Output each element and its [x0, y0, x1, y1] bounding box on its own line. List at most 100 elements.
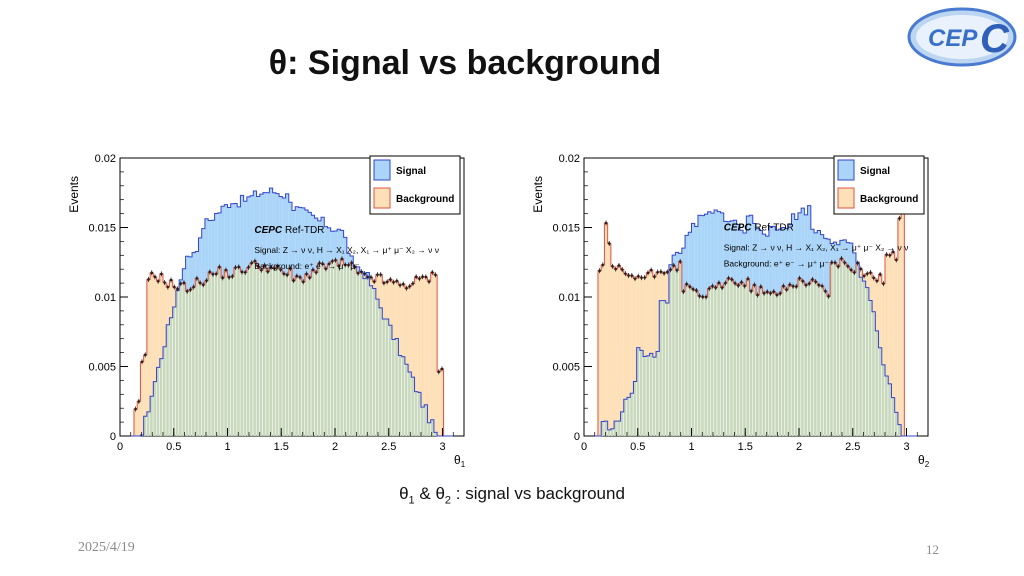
bin-excess	[208, 220, 212, 272]
bin-overlap	[604, 421, 608, 436]
data-point	[775, 293, 779, 297]
bin-excess	[146, 279, 151, 412]
bin-excess	[901, 208, 905, 436]
caption-theta1: θ	[399, 484, 409, 503]
bin-excess	[362, 273, 367, 279]
bin-excess	[639, 277, 644, 351]
bin-overlap	[691, 289, 695, 436]
bin-overlap	[385, 318, 389, 436]
data-point	[824, 289, 827, 293]
bin-overlap	[688, 286, 691, 436]
bin-excess	[656, 272, 660, 352]
bin-overlap	[182, 282, 185, 436]
bin-overlap	[321, 263, 324, 436]
slide-title: θ: Signal vs background	[0, 44, 930, 83]
legend-label-background: Background	[396, 194, 454, 205]
annotation-background: Background: e⁺ e⁻ → μ⁺ μ⁻	[724, 258, 830, 268]
data-point	[817, 283, 821, 287]
legend-swatch-signal	[837, 159, 855, 181]
legend-swatch-signal	[373, 159, 391, 181]
bin-excess	[814, 232, 818, 282]
bin-overlap	[317, 263, 321, 436]
cepc-logo: CEP C	[907, 7, 1017, 67]
data-point	[266, 270, 270, 273]
legend-label-signal: Signal	[396, 166, 426, 177]
data-point	[360, 270, 363, 274]
bin-excess	[395, 281, 399, 339]
bin-overlap	[266, 271, 269, 436]
bin-overlap	[733, 283, 737, 436]
bin-overlap	[408, 372, 411, 436]
data-point	[640, 276, 643, 279]
data-point	[343, 263, 347, 267]
data-point	[617, 264, 621, 267]
bin-overlap	[836, 266, 840, 436]
data-point	[205, 279, 208, 282]
bin-overlap	[665, 302, 669, 436]
caption-text: : signal vs background	[451, 484, 625, 503]
bin-overlap	[224, 270, 227, 436]
data-point	[398, 283, 402, 287]
bin-overlap	[826, 296, 830, 436]
bin-excess	[668, 264, 673, 270]
bin-excess	[269, 188, 273, 268]
bin-excess	[881, 283, 885, 365]
bin-excess	[259, 194, 263, 271]
bin-excess	[830, 243, 834, 263]
page-number: 12	[926, 542, 939, 557]
bin-overlap	[849, 269, 853, 436]
bin-excess	[659, 271, 663, 301]
data-point	[691, 287, 695, 291]
data-point	[607, 242, 611, 245]
bin-excess	[330, 231, 334, 262]
x-axis-label-sub: 1	[461, 460, 466, 469]
bin-overlap	[672, 265, 675, 436]
data-point	[430, 271, 434, 274]
y-tick-label: 0.02	[95, 153, 116, 165]
bin-excess	[272, 192, 276, 269]
data-point	[885, 253, 888, 256]
data-point	[778, 292, 782, 295]
data-point	[337, 264, 341, 268]
data-point	[214, 272, 218, 276]
bin-overlap	[292, 280, 295, 436]
bin-overlap	[814, 281, 817, 436]
bin-overlap	[269, 267, 273, 436]
data-point	[840, 257, 843, 260]
data-point	[347, 263, 350, 267]
annotation-ref: Ref-TDR	[282, 225, 324, 236]
data-point	[218, 265, 221, 269]
bin-excess	[649, 270, 653, 354]
bin-overlap	[623, 399, 627, 436]
bin-excess	[408, 286, 412, 373]
bin-overlap	[843, 262, 846, 436]
data-point	[321, 262, 324, 266]
bin-overlap	[214, 273, 218, 436]
bin-overlap	[201, 284, 205, 436]
data-point	[421, 275, 424, 279]
bin-overlap	[862, 281, 866, 436]
bin-overlap	[859, 277, 862, 436]
legend-label-signal: Signal	[860, 166, 890, 177]
bin-overlap	[630, 393, 633, 436]
bin-excess	[788, 224, 792, 285]
annotation-background: Background: e⁺ e⁻ → μ⁺ μ⁻	[254, 261, 360, 271]
data-point	[894, 258, 898, 262]
bin-overlap	[707, 288, 711, 436]
data-point	[814, 280, 817, 284]
bin-excess	[221, 206, 225, 278]
data-point	[234, 266, 237, 269]
bin-overlap	[172, 307, 176, 436]
bin-excess	[369, 277, 373, 286]
data-point	[340, 257, 344, 261]
data-point	[405, 286, 408, 290]
x-tick-label: 3	[439, 441, 445, 453]
bin-overlap	[343, 264, 347, 436]
bin-overlap	[175, 290, 179, 436]
bin-overlap	[697, 296, 701, 436]
x-axis-label: θ1	[454, 453, 466, 469]
data-point	[189, 288, 192, 291]
bin-overlap	[801, 281, 804, 436]
bin-excess	[350, 255, 354, 263]
signal-series-line	[130, 187, 454, 437]
